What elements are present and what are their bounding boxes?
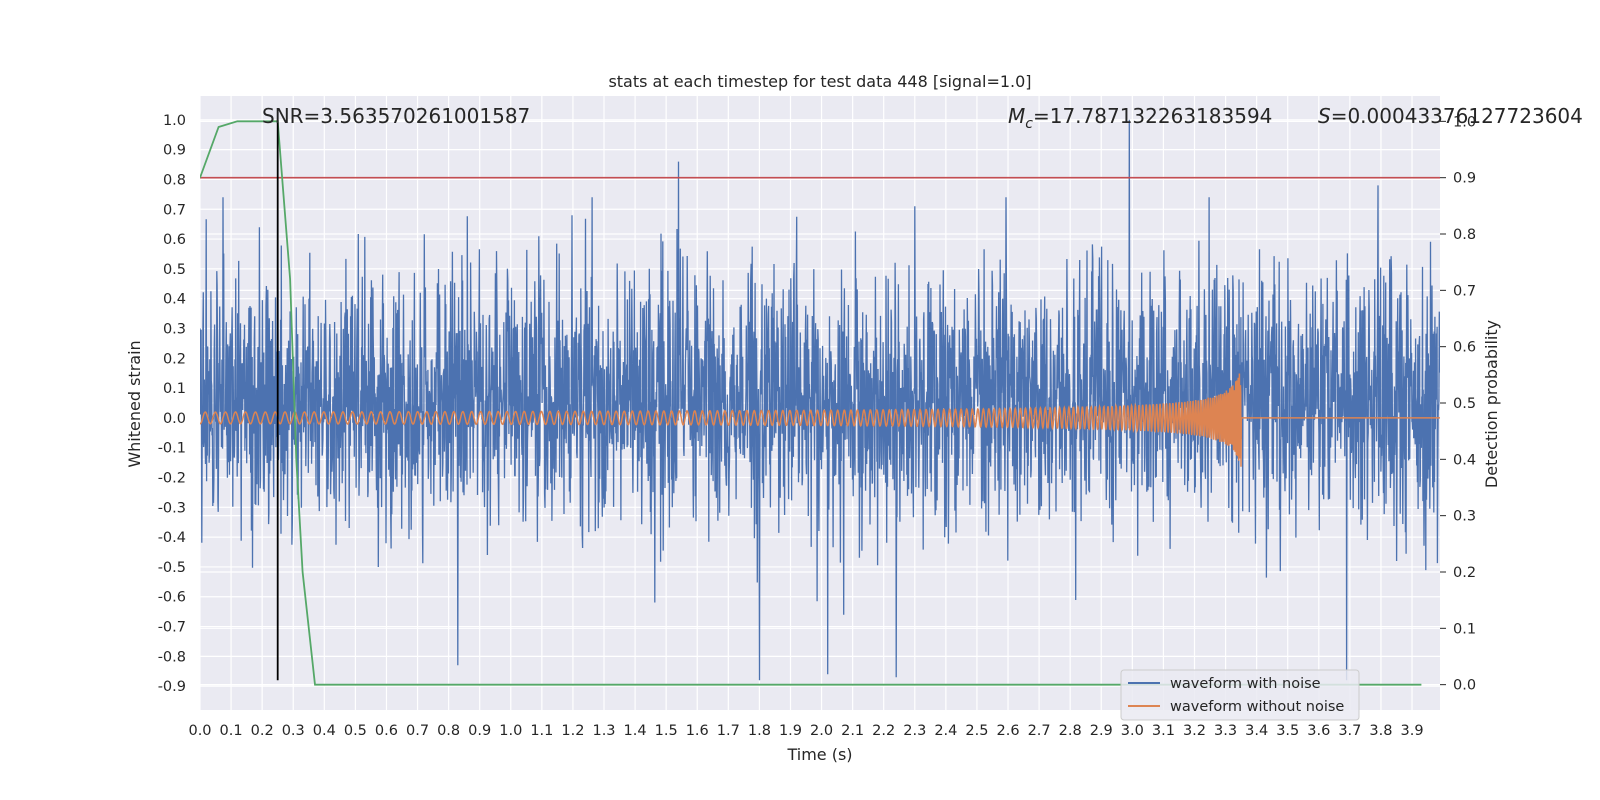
y-tick-label: -0.2	[158, 471, 186, 487]
legend-label-noise: waveform with noise	[1170, 676, 1321, 692]
y-tick-label: 0.1	[163, 381, 186, 397]
x-tick-label: 1.0	[499, 723, 522, 739]
x-tick-label: 0.3	[282, 723, 305, 739]
x-tick-label: 0.8	[437, 723, 460, 739]
series-waveform-without-noise	[200, 373, 1440, 467]
x-tick-label: 2.1	[841, 723, 864, 739]
x-tick-label: 1.5	[655, 723, 678, 739]
x-tick-label: 0.6	[375, 723, 398, 739]
x-tick-label: 3.5	[1276, 723, 1299, 739]
x-tick-label: 1.8	[748, 723, 771, 739]
y-tick-label: -0.4	[158, 530, 186, 546]
y-tick-label: -0.1	[158, 441, 186, 457]
x-tick-label: 0.7	[406, 723, 429, 739]
s-annotation: S=0.00043376127723604	[1318, 104, 1583, 128]
x-tick-label: 2.5	[965, 723, 988, 739]
y2-tick-label: 0.5	[1453, 396, 1476, 412]
x-tick-label: 3.8	[1369, 723, 1392, 739]
x-tick-label: 3.4	[1245, 723, 1268, 739]
y2-tick-label: 0.9	[1453, 171, 1476, 187]
s-symbol: S	[1318, 104, 1331, 128]
x-tick-label: 3.0	[1121, 723, 1144, 739]
mc-symbol: M	[1008, 104, 1025, 128]
x-tick-label: 0.9	[468, 723, 491, 739]
chart-title: stats at each timestep for test data 448…	[608, 72, 1031, 91]
x-tick-label: 0.0	[188, 723, 211, 739]
y-tick-label: 0.4	[163, 292, 186, 308]
y2-tick-label: 0.1	[1453, 621, 1476, 637]
y2-tick-label: 0.3	[1453, 509, 1476, 525]
series-waveform-with-noise	[200, 119, 1440, 681]
y-tick-label: 1.0	[163, 113, 186, 129]
y-ticks: 1.0 0.9 0.8 0.7 0.6 0.5 0.4 0.3 0.2 0.1 0.0 -0.1 -0.…	[158, 113, 186, 695]
x-tick-label: 0.5	[344, 723, 367, 739]
y-tick-label: -0.6	[158, 590, 186, 606]
x-tick-label: 2.2	[872, 723, 895, 739]
x-ticks: 0.0 0.1 0.2 0.3 0.4 0.5 0.6 0.7 0.8 0.9 1.0 1.1 1.2 1…	[188, 723, 1423, 739]
x-tick-label: 0.4	[313, 723, 336, 739]
y2-tick-label: 0.2	[1453, 565, 1476, 581]
series-detection-probability	[200, 120, 1422, 686]
legend-label-clean: waveform without noise	[1170, 699, 1344, 715]
y2-tick-label: 0.8	[1453, 227, 1476, 243]
x-tick-label: 2.8	[1059, 723, 1082, 739]
mc-subscript: c	[1025, 116, 1033, 132]
y-tick-label: 0.7	[163, 202, 186, 218]
y2-ticks: 1.0 0.9 0.8 0.7 0.6 0.5 0.4 0.3 0.2 0.1 0.0	[1440, 114, 1476, 694]
y2-tick-label: 0.7	[1453, 283, 1476, 299]
snr-annotation: SNR=3.563570261001587	[262, 104, 530, 128]
y-tick-label: 0.8	[163, 172, 186, 188]
x-tick-label: 2.0	[810, 723, 833, 739]
y-tick-label: -0.7	[158, 620, 186, 636]
x-tick-label: 1.3	[592, 723, 615, 739]
x-tick-label: 3.2	[1183, 723, 1206, 739]
x-tick-label: 1.4	[624, 723, 647, 739]
x-tick-label: 3.3	[1214, 723, 1237, 739]
y2-tick-label: 0.0	[1453, 678, 1476, 694]
y-tick-label: 0.2	[163, 351, 186, 367]
x-tick-label: 2.7	[1028, 723, 1051, 739]
x-tick-label: 0.2	[251, 723, 274, 739]
x-tick-label: 3.6	[1307, 723, 1330, 739]
y-axis-label: Whitened strain	[125, 340, 144, 467]
y-tick-label: -0.9	[158, 679, 186, 695]
x-tick-label: 2.3	[903, 723, 926, 739]
x-tick-label: 1.2	[561, 723, 584, 739]
y2-tick-label: 0.4	[1453, 452, 1476, 468]
x-tick-label: 2.4	[934, 723, 957, 739]
x-tick-label: 2.6	[996, 723, 1019, 739]
x-tick-label: 1.6	[686, 723, 709, 739]
y-tick-label: -0.5	[158, 560, 186, 576]
y-tick-label: 0.3	[163, 321, 186, 337]
y-tick-label: -0.8	[158, 649, 186, 665]
x-axis-label: Time (s)	[786, 745, 852, 764]
mc-annotation: Mc=17.787132263183594	[1008, 104, 1272, 132]
y2-tick-label: 0.6	[1453, 340, 1476, 356]
legend-box	[1120, 669, 1360, 721]
x-tick-label: 0.1	[220, 723, 243, 739]
legend: waveform with noise waveform without noi…	[1120, 669, 1360, 721]
y-tick-label: -0.3	[158, 500, 186, 516]
x-tick-label: 1.7	[717, 723, 740, 739]
mc-value: =17.787132263183594	[1033, 104, 1272, 128]
x-tick-label: 3.9	[1400, 723, 1423, 739]
y-tick-label: 0.6	[163, 232, 186, 248]
x-tick-label: 1.9	[779, 723, 802, 739]
y-tick-label: 0.9	[163, 143, 186, 159]
x-tick-label: 2.9	[1090, 723, 1113, 739]
x-tick-label: 3.1	[1152, 723, 1175, 739]
y-tick-label: 0.0	[163, 411, 186, 427]
y2-axis-label: Detection probability	[1482, 320, 1501, 488]
y-tick-label: 0.5	[163, 262, 186, 278]
s-value: =0.00043376127723604	[1331, 104, 1583, 128]
x-tick-label: 1.1	[530, 723, 553, 739]
series-layer	[200, 119, 1440, 686]
x-tick-label: 3.7	[1338, 723, 1361, 739]
y2-tick-label: 1.0	[1453, 114, 1476, 130]
